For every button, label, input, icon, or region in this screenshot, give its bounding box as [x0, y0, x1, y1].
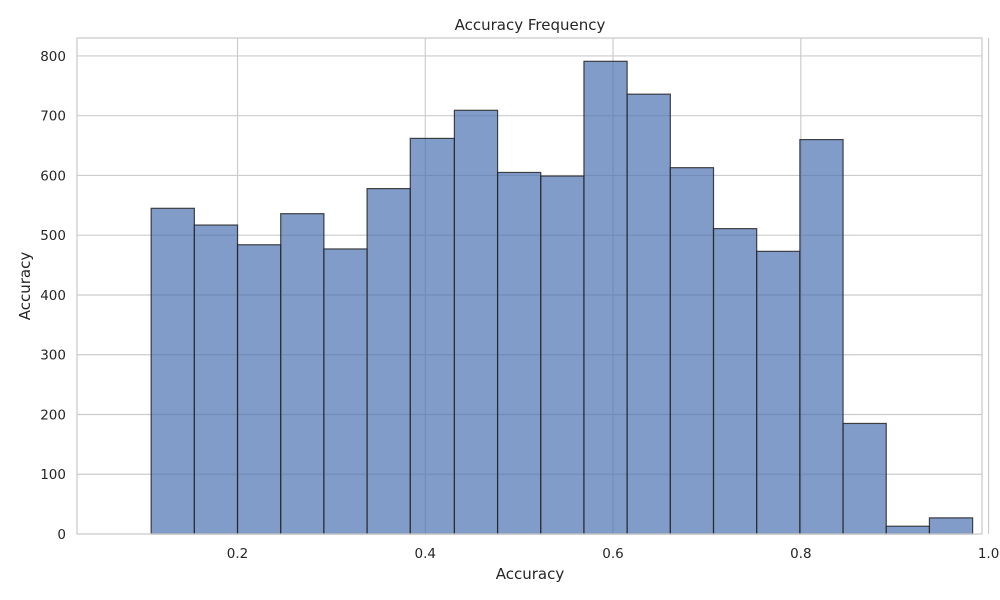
x-tick-label: 0.4 [415, 546, 436, 562]
histogram-bar [453, 109, 499, 535]
x-tick-label: 0.2 [227, 546, 248, 562]
histogram-bar [280, 213, 325, 535]
y-tick-label: 300 [40, 348, 66, 364]
y-tick-label: 200 [40, 407, 66, 423]
histogram-bar [193, 224, 239, 535]
y-tick-label: 500 [40, 228, 66, 244]
histogram-bars [150, 60, 974, 535]
histogram-bar [236, 244, 282, 535]
y-tick-label: 700 [40, 109, 66, 125]
x-tick-label: 0.8 [790, 546, 811, 562]
histogram-bar [496, 171, 542, 535]
histogram-bar [928, 517, 974, 535]
histogram-bar [799, 138, 844, 535]
histogram-bar [669, 167, 715, 535]
y-tick-label: 600 [40, 168, 66, 184]
histogram-bar [583, 60, 628, 535]
y-tick-label: 100 [40, 467, 66, 483]
histogram-bar [409, 137, 455, 535]
x-tick-label: 1.0 [978, 546, 999, 562]
histogram-bar [540, 175, 585, 535]
y-tick-label: 800 [40, 49, 66, 65]
chart-title: Accuracy Frequency [455, 16, 606, 34]
histogram-bar [712, 228, 758, 535]
histogram-bar [885, 525, 931, 535]
y-tick-label: 0 [57, 527, 66, 543]
histogram-bar [756, 250, 801, 535]
y-axis-label: Accuracy [16, 252, 34, 321]
histogram-bar [323, 248, 368, 535]
histogram-bar [150, 207, 195, 535]
histogram-bar [366, 187, 411, 535]
y-tick-label: 400 [40, 288, 66, 304]
x-axis-label: Accuracy [496, 565, 565, 583]
plot-frame [76, 37, 983, 535]
histogram-bar [842, 422, 887, 535]
x-tick-label: 0.6 [602, 546, 623, 562]
histogram-bar [626, 93, 671, 535]
tick-labels: 0 100 200 300 400 500 600 700 800 0.2 0.4 0.6 0.8 1.0 [40, 49, 999, 562]
